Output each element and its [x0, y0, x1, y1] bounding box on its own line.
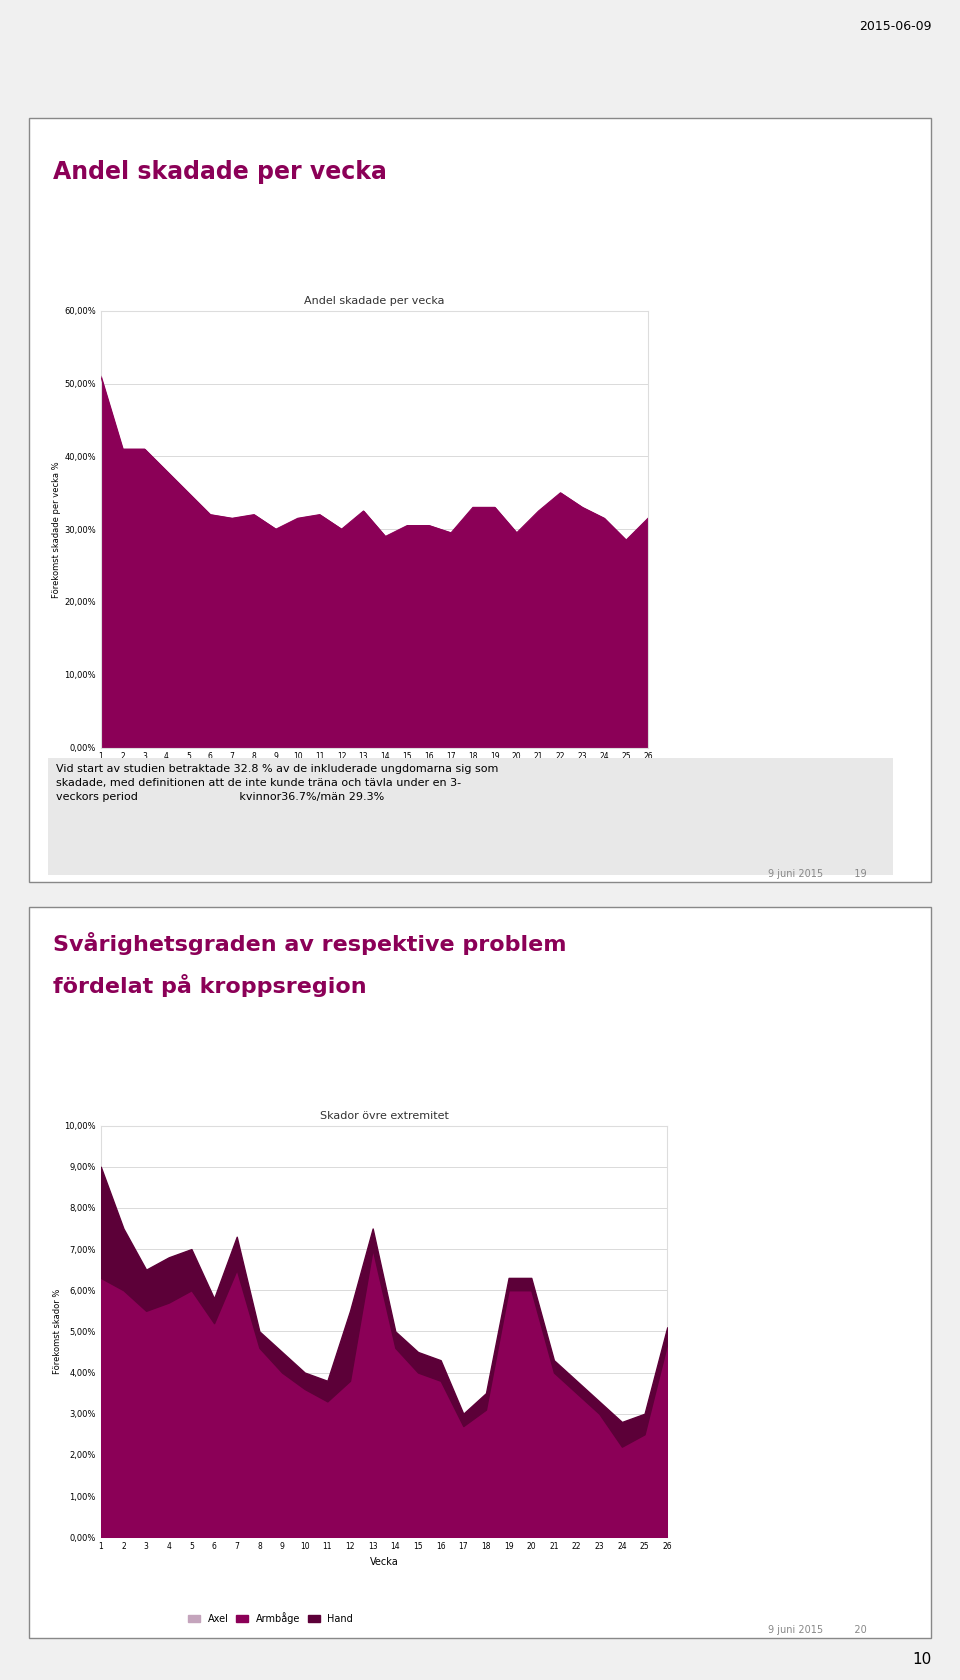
Text: 9 juni 2015          19: 9 juni 2015 19	[768, 869, 867, 879]
Text: Svårighetsgraden av respektive problem: Svårighetsgraden av respektive problem	[53, 932, 566, 956]
Text: 9 juni 2015          20: 9 juni 2015 20	[768, 1625, 867, 1635]
Title: Skador övre extremitet: Skador övre extremitet	[320, 1110, 448, 1121]
X-axis label: Vecka: Vecka	[370, 1557, 398, 1567]
Text: 10: 10	[912, 1651, 931, 1667]
Text: fördelat på kroppsregion: fördelat på kroppsregion	[53, 974, 367, 998]
Legend: Axel, Armbåge, Hand: Axel, Armbåge, Hand	[184, 1608, 357, 1628]
Text: Andel skadade per vecka: Andel skadade per vecka	[53, 160, 387, 183]
Text: Vid start av studien betraktade 32.8 % av de inkluderade ungdomarna sig som
skad: Vid start av studien betraktade 32.8 % a…	[57, 763, 499, 801]
Y-axis label: Förekomst skadade per vecka %: Förekomst skadade per vecka %	[53, 460, 61, 598]
Title: Andel skadade per vecka: Andel skadade per vecka	[304, 296, 444, 306]
X-axis label: Vecka!: Vecka!	[358, 768, 391, 778]
Text: 2015-06-09: 2015-06-09	[858, 20, 931, 34]
Y-axis label: Förekomst skador %: Förekomst skador %	[53, 1289, 61, 1374]
